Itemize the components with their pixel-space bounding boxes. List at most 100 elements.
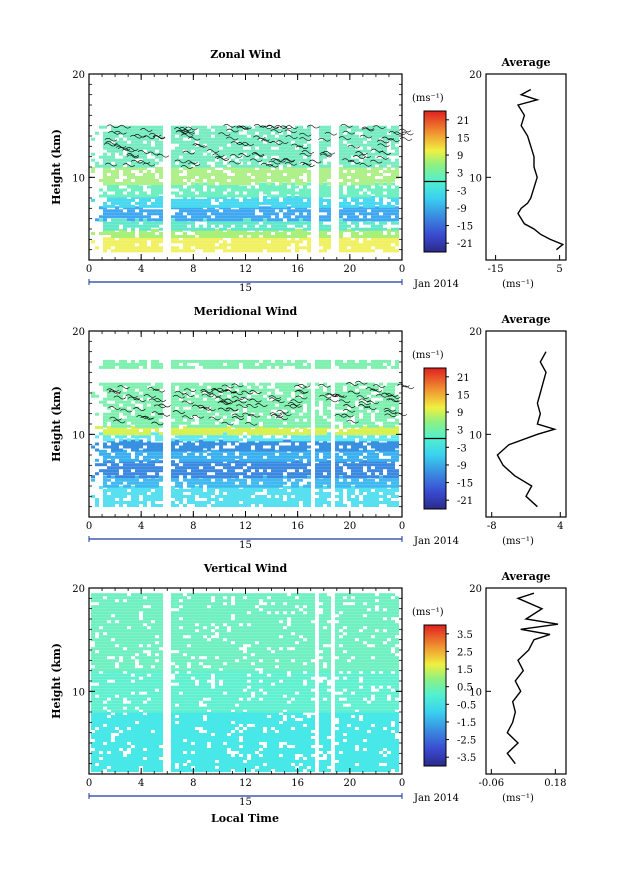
- colorbar: (ms⁻¹) 3.5 2.5 1.5 0.5 -0.5 -1.5 -2.5 -3.5: [412, 607, 476, 767]
- profile-y-tick-label: 10: [469, 430, 482, 441]
- colorbar-tick-label: 9: [457, 408, 463, 419]
- profile-x-tick-label: -8: [487, 521, 497, 532]
- x-tick-label: 0: [399, 264, 405, 275]
- y-tick-label: 20: [72, 327, 85, 338]
- x-tick-labels: 0 4 8 12 16 20 0: [86, 331, 405, 532]
- x-axis-label: Local Time: [211, 812, 279, 825]
- colorbar-unit: (ms⁻¹): [412, 607, 444, 618]
- x-tick-label: 16: [291, 521, 304, 532]
- x-tick-label: 8: [190, 264, 196, 275]
- x-tick-label: 12: [239, 264, 252, 275]
- colorbar-tick-label: 0.5: [457, 683, 473, 694]
- colorbar-tick-label: 3.5: [457, 630, 473, 641]
- profile-line: [516, 88, 565, 251]
- profile-x-tick-label: 5: [556, 264, 562, 275]
- x-tick-label: 4: [138, 264, 144, 275]
- profile-title: Average: [500, 570, 550, 583]
- average-profile: Average 10 20 -0.06 0.18 (ms⁻¹): [469, 570, 567, 804]
- profile-y-tick-label: 20: [469, 584, 482, 595]
- x-tick-label: 0: [86, 521, 92, 532]
- y-tick-labels: 10 20: [72, 70, 402, 251]
- colorbar-tick-label: -9: [457, 461, 467, 472]
- x-tick-label: 0: [399, 778, 405, 789]
- profile-y-tick-label: 10: [469, 173, 482, 184]
- date-label: Jan 2014: [413, 279, 459, 290]
- colorbar-tick-label: -15: [457, 222, 473, 233]
- profile-title: Average: [500, 56, 550, 69]
- profile-x-tick-label: 4: [557, 521, 563, 532]
- heatmap-field: [91, 125, 399, 253]
- panel-2: Vertical Wind 0 4 8 12 16 20 0 10 20 Height (km) 15…: [50, 562, 567, 808]
- heatmap-field: [91, 593, 399, 772]
- day-label: 15: [239, 283, 252, 294]
- x-tick-label: 4: [138, 521, 144, 532]
- date-label: Jan 2014: [413, 793, 459, 804]
- profile-x-tick-label: -0.06: [479, 778, 505, 789]
- x-tick-label: 0: [399, 521, 405, 532]
- y-axis-label: Height (km): [50, 129, 63, 205]
- profile-x-label: (ms⁻¹): [502, 279, 534, 290]
- colorbar-tick-label: 3: [457, 426, 463, 437]
- y-tick-label: 20: [72, 584, 85, 595]
- profile-line: [496, 351, 558, 508]
- colorbar-tick-label: -1.5: [457, 718, 476, 729]
- x-tick-label: 20: [343, 264, 356, 275]
- panel-title: Vertical Wind: [203, 562, 288, 575]
- colorbar-unit: (ms⁻¹): [412, 93, 444, 104]
- colorbar-tick-label: 3: [457, 169, 463, 180]
- x-tick-label: 8: [190, 521, 196, 532]
- y-tick-label: 10: [72, 173, 85, 184]
- colorbar-tick-label: -0.5: [457, 700, 476, 711]
- colorbar-unit: (ms⁻¹): [412, 350, 444, 361]
- contour-lines: [103, 124, 414, 169]
- day-label: 15: [239, 540, 252, 551]
- colorbar: (ms⁻¹) 21 15 9 3 -3 -9 -15 -21: [412, 93, 473, 253]
- y-tick-labels: 10 20: [72, 584, 402, 765]
- x-tick-label: 4: [138, 778, 144, 789]
- x-tick-label: 12: [239, 521, 252, 532]
- colorbar-tick-label: 15: [457, 133, 470, 144]
- heatmap-field: [91, 359, 399, 507]
- date-label: Jan 2014: [413, 536, 459, 547]
- contour-lines: [106, 380, 415, 426]
- profile-line: [506, 592, 559, 765]
- colorbar-tick-label: 21: [457, 373, 470, 384]
- profile-x-label: (ms⁻¹): [502, 793, 534, 804]
- colorbar-tick-label: -3.5: [457, 753, 476, 764]
- profile-frame: [485, 330, 567, 518]
- colorbar-tick-label: -9: [457, 204, 467, 215]
- day-label: 15: [239, 797, 252, 808]
- x-tick-labels: 0 4 8 12 16 20 0: [86, 588, 405, 789]
- x-tick-label: 0: [86, 264, 92, 275]
- y-axis-label: Height (km): [50, 643, 63, 719]
- y-tick-label: 10: [72, 687, 85, 698]
- colorbar-tick-label: -15: [457, 479, 473, 490]
- profile-x-tick-label: -15: [488, 264, 504, 275]
- y-tick-label: 10: [72, 430, 85, 441]
- y-axis-label: Height (km): [50, 386, 63, 462]
- x-tick-label: 12: [239, 778, 252, 789]
- colorbar-tick-label: -21: [457, 496, 473, 507]
- colorbar-tick-label: 9: [457, 151, 463, 162]
- colorbar-tick-label: -2.5: [457, 736, 476, 747]
- x-tick-label: 20: [343, 521, 356, 532]
- profile-y-tick-label: 10: [469, 687, 482, 698]
- y-tick-label: 20: [72, 70, 85, 81]
- colorbar: (ms⁻¹) 21 15 9 3 -3 -9 -15 -21: [412, 350, 473, 510]
- profile-x-tick-label: 0.18: [544, 778, 566, 789]
- colorbar-tick-label: 1.5: [457, 665, 473, 676]
- colorbar-tick-label: 21: [457, 116, 470, 127]
- profile-title: Average: [500, 313, 550, 326]
- x-tick-label: 16: [291, 778, 304, 789]
- x-tick-label: 16: [291, 264, 304, 275]
- panel-title: Zonal Wind: [210, 48, 281, 61]
- colorbar-tick-label: -3: [457, 443, 467, 454]
- y-tick-labels: 10 20: [72, 327, 402, 508]
- colorbar-tick-label: 15: [457, 390, 470, 401]
- x-tick-labels: 0 4 8 12 16 20 0: [86, 74, 405, 275]
- panel-1: Meridional Wind 0 4 8 12 16 20 0 10 20 Height (km)…: [50, 305, 567, 551]
- x-tick-label: 8: [190, 778, 196, 789]
- colorbar-tick-label: 2.5: [457, 647, 473, 658]
- profile-frame: [485, 587, 567, 775]
